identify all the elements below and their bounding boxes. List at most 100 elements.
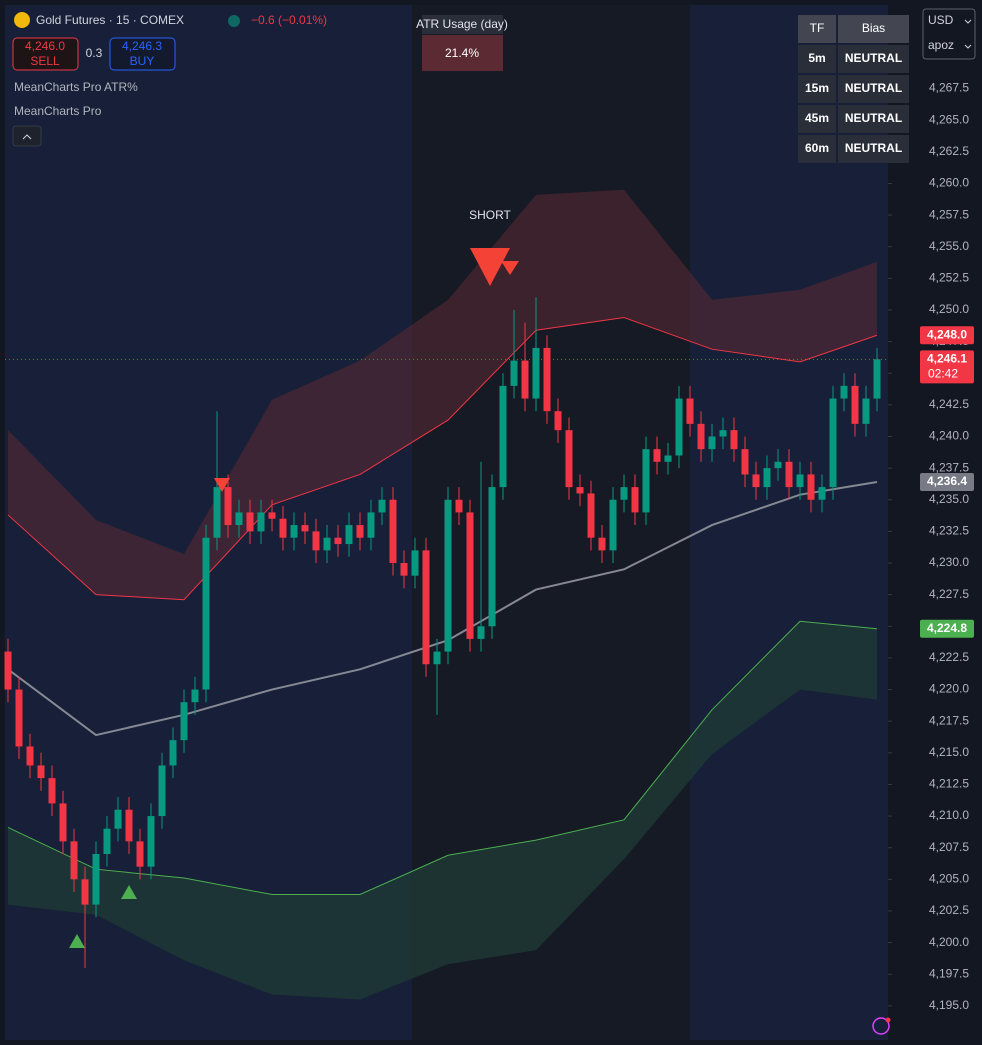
candle-body	[257, 512, 265, 532]
candle-body	[290, 525, 298, 538]
candle-body	[15, 689, 23, 747]
buy-marker	[121, 885, 137, 899]
buy-price: 4,246.3	[122, 39, 162, 53]
collapse-button[interactable]	[12, 125, 42, 147]
candle-body	[70, 841, 78, 880]
y-tick-label: 4,260.0	[929, 176, 969, 190]
table-cell	[798, 45, 836, 73]
indicator-name[interactable]: MeanCharts Pro	[14, 104, 102, 118]
price-label-bg	[920, 619, 974, 638]
candle-body	[356, 525, 364, 538]
price-label: 4,248.0	[927, 327, 967, 341]
price-label-bg	[920, 350, 974, 384]
price-label-bg	[920, 473, 974, 492]
y-tick-label: 4,222.5	[929, 650, 969, 664]
currency-selector[interactable]	[922, 8, 976, 60]
candle-body	[37, 765, 45, 779]
table-cell	[838, 105, 909, 133]
user: apoz	[928, 38, 954, 52]
candle-body	[466, 512, 474, 639]
candle-body	[708, 436, 716, 450]
candle-body	[213, 487, 221, 538]
candle-body	[191, 689, 199, 703]
dropdown-icon	[964, 19, 972, 24]
indicator-name[interactable]: MeanCharts Pro ATR%	[14, 80, 138, 94]
buy-button[interactable]	[109, 37, 176, 71]
candle-body	[631, 487, 639, 513]
buy-label: BUY	[130, 54, 155, 68]
candle-body	[664, 455, 672, 462]
sell-price: 4,246.0	[25, 39, 65, 53]
candle-body	[202, 537, 210, 690]
candle-body	[334, 537, 342, 545]
y-tick-label: 4,212.5	[929, 777, 969, 791]
candle-body	[675, 398, 683, 456]
table-header-cell	[838, 15, 909, 43]
short-marker	[470, 248, 510, 286]
candle-body	[653, 449, 661, 462]
y-tick-label: 4,195.0	[929, 998, 969, 1012]
candle-body	[807, 474, 815, 500]
candle-body	[488, 487, 496, 627]
candle-body	[48, 778, 56, 804]
candle-body	[59, 803, 67, 842]
table-text: NEUTRAL	[845, 141, 902, 155]
table-cell	[798, 105, 836, 133]
candle-body	[411, 550, 419, 576]
alert-icon[interactable]	[872, 1017, 890, 1035]
short-marker-small	[501, 261, 519, 275]
sell-button[interactable]	[12, 37, 79, 71]
y-tick-label: 4,232.5	[929, 524, 969, 538]
candle-body	[862, 398, 870, 424]
lower-band-fill	[8, 621, 877, 1000]
countdown: 02:42	[928, 366, 958, 380]
candle-body	[367, 512, 375, 538]
atr-value-bg	[422, 35, 503, 71]
y-tick-label: 4,267.5	[929, 81, 969, 95]
candle-body	[26, 746, 34, 766]
dropdown-icon	[964, 44, 972, 49]
y-tick-label: 4,262.5	[929, 144, 969, 158]
candle-body	[763, 468, 771, 488]
candle-body	[510, 360, 518, 386]
atr-title: ATR Usage (day)	[416, 17, 508, 31]
alert-dot	[885, 1017, 891, 1023]
candle-body	[565, 430, 573, 488]
candle-body	[774, 461, 782, 469]
candle-body	[873, 359, 881, 399]
candle-body	[642, 449, 650, 513]
candle-body	[147, 816, 155, 867]
candle-body	[400, 563, 408, 576]
candle-body	[180, 702, 188, 741]
y-tick-label: 4,235.0	[929, 492, 969, 506]
price-label-bg	[920, 326, 974, 345]
change: −0.6 (−0.01%)	[251, 13, 327, 27]
y-tick-label: 4,205.0	[929, 871, 969, 885]
y-tick-label: 4,237.5	[929, 460, 969, 474]
atr-value: 21.4%	[445, 46, 479, 60]
y-tick-label: 4,242.5	[929, 397, 969, 411]
spread: 0.3	[86, 46, 103, 60]
candle-body	[598, 537, 606, 551]
candle-body	[730, 430, 738, 450]
candle-body	[224, 487, 232, 526]
candle-body	[554, 411, 562, 431]
candle-body	[609, 499, 617, 551]
upper-line	[7, 317, 878, 601]
table-header-cell	[798, 15, 836, 43]
candle-body	[818, 487, 826, 500]
candle-body	[477, 626, 485, 639]
candle-body	[697, 423, 705, 450]
candle-body	[378, 499, 386, 513]
candle-body	[323, 537, 331, 551]
buy-marker	[69, 934, 85, 948]
table-text: 45m	[805, 111, 829, 125]
currency: USD	[928, 13, 954, 27]
candle-body	[268, 512, 276, 519]
table-cell	[838, 45, 909, 73]
candle-body	[785, 461, 793, 488]
candle-body	[620, 487, 628, 500]
candle-body	[829, 398, 837, 488]
signal-label: SHORT	[469, 208, 511, 222]
